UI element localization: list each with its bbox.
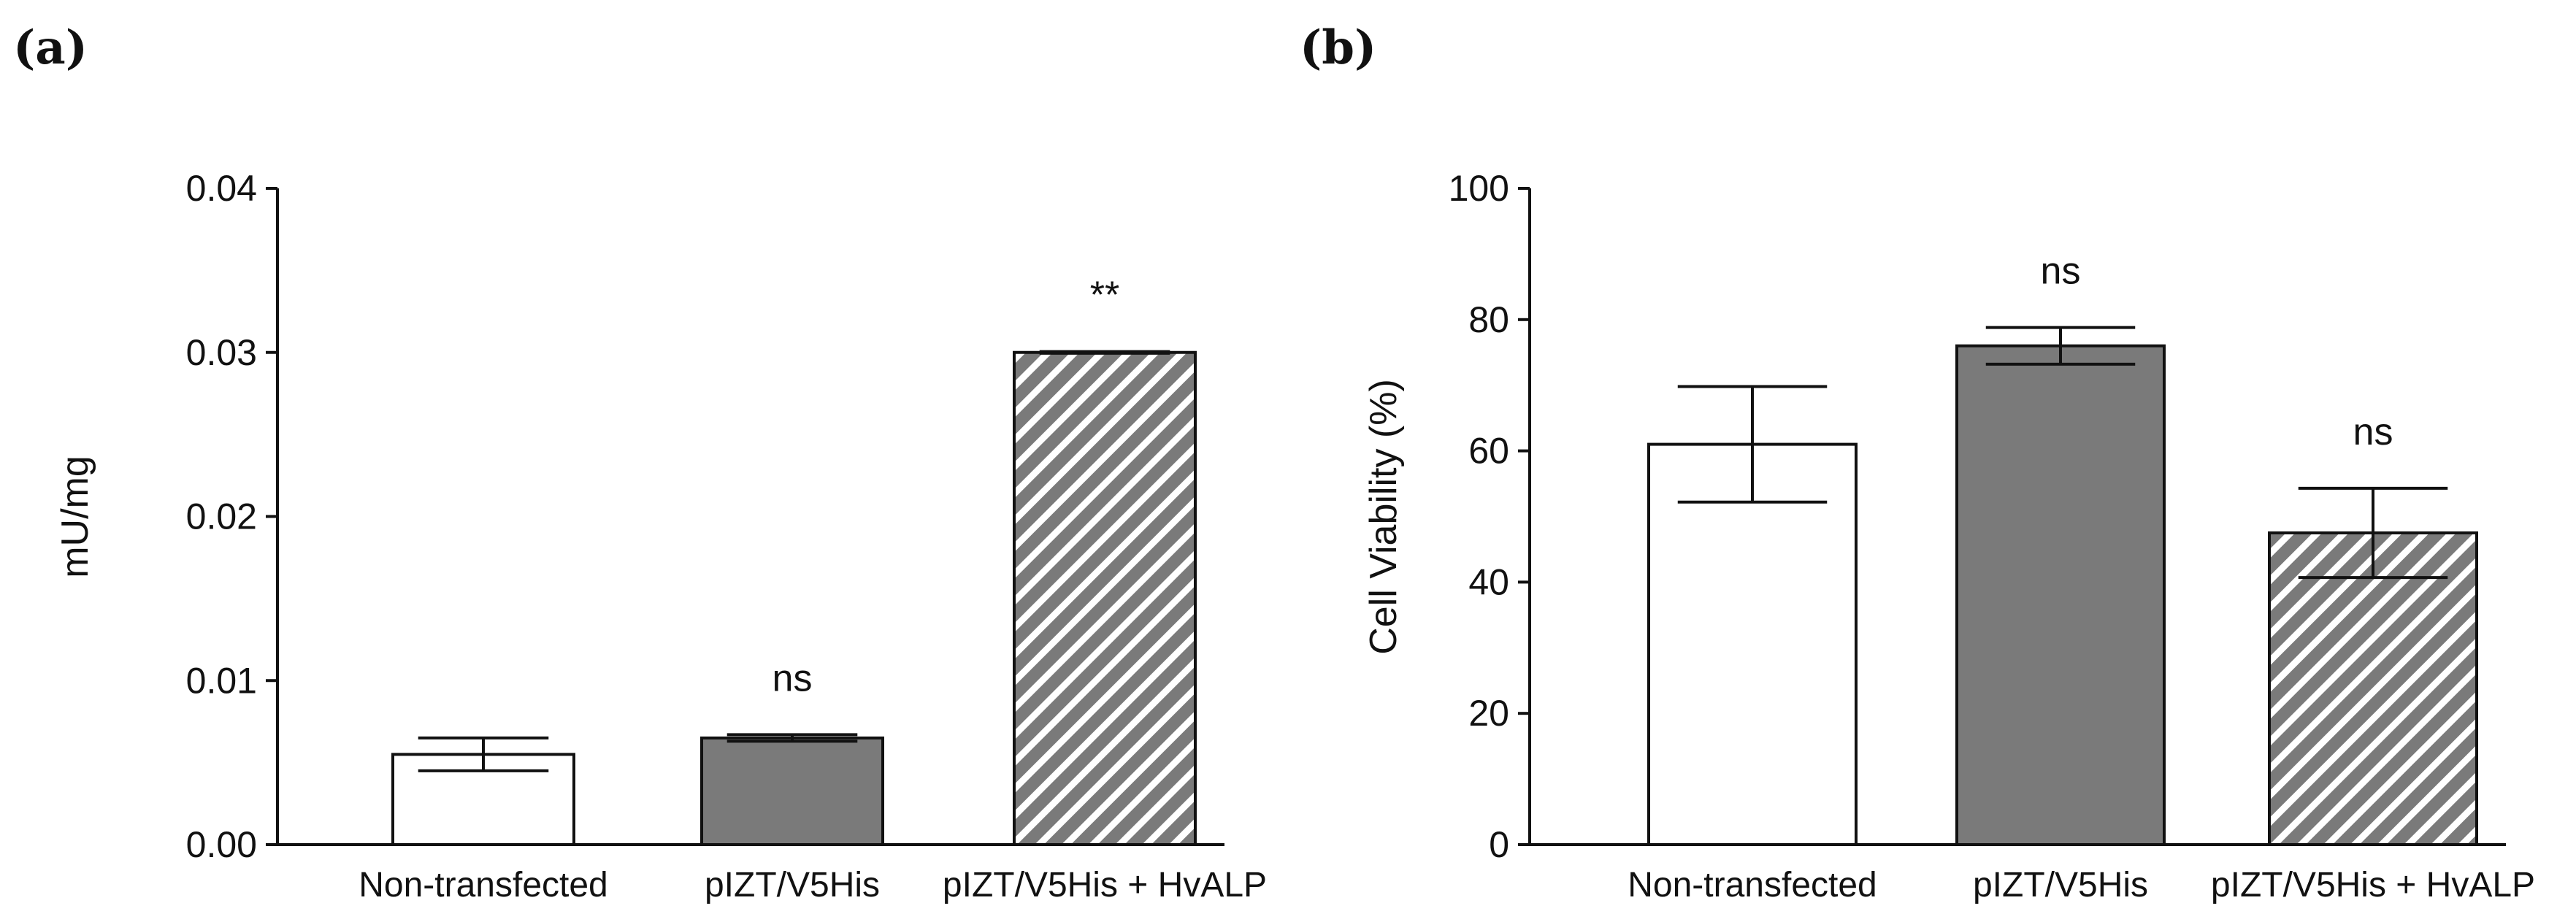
y-tick-label-0: 0: [1489, 824, 1509, 865]
significance-label-1: ns: [2041, 250, 2081, 293]
x-category-label-1: pIZT/V5His: [1973, 866, 2148, 904]
bar-1: [700, 736, 884, 846]
y-tick-label-0: 0.00: [186, 824, 257, 865]
x-category-label-2: pIZT/V5His + HvALP: [2211, 866, 2535, 904]
bar-2: [2268, 531, 2478, 846]
chart-b: 0 20 40 60 80 100 Non-transfected pIZT/V5His pIZ…: [1362, 168, 2535, 904]
y-tick-label-2: 40: [1468, 561, 1509, 602]
y-tick-label-4: 80: [1468, 299, 1509, 340]
significance-label-2: ns: [2353, 411, 2393, 453]
bar-1: [1955, 344, 2166, 846]
y-tick-label-2: 0.02: [186, 496, 257, 537]
y-tick-label-1: 0.01: [186, 660, 257, 701]
y-tick-label-3: 0.03: [186, 332, 257, 373]
y-tick-label-3: 60: [1468, 431, 1509, 472]
y-tick-label-5: 100: [1449, 168, 1509, 209]
x-category-label-1: pIZT/V5His: [705, 866, 880, 904]
panel-label-b: (b): [1300, 20, 1377, 75]
bar-0: [1647, 442, 1858, 846]
y-tick-label-4: 0.04: [186, 168, 257, 209]
bar-2: [1013, 350, 1197, 846]
x-category-label-0: Non-transfected: [359, 866, 608, 904]
y-axis-label: mU/mg: [54, 456, 96, 578]
y-axis-label: Cell Viability (%): [1362, 379, 1405, 655]
significance-label-2: **: [1090, 274, 1119, 317]
significance-label-1: ns: [773, 657, 813, 699]
x-category-label-0: Non-transfected: [1628, 866, 1877, 904]
y-tick-label-1: 20: [1468, 693, 1509, 734]
chart-a: 0.00 0.01 0.02 0.03 0.04 Non-transfected pIZT/…: [54, 168, 1267, 904]
panel-label-a: (a): [13, 20, 88, 75]
x-category-label-2: pIZT/V5His + HvALP: [943, 866, 1267, 904]
